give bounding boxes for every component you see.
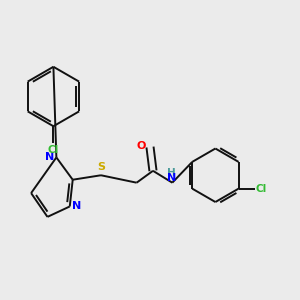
Text: N: N [45, 152, 55, 161]
Text: N: N [167, 173, 176, 183]
Text: Cl: Cl [256, 184, 267, 194]
Text: N: N [72, 201, 81, 211]
Text: Cl: Cl [48, 145, 59, 155]
Text: S: S [97, 162, 105, 172]
Text: O: O [136, 141, 146, 151]
Text: H: H [167, 168, 176, 178]
